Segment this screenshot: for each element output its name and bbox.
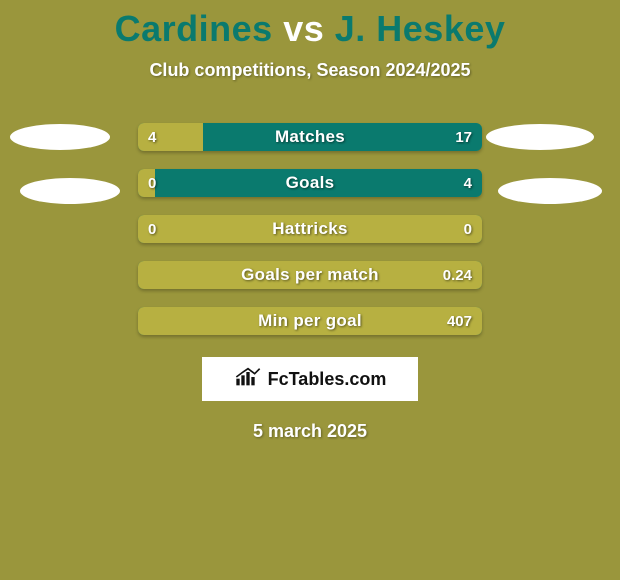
- decor-ellipse: [10, 124, 110, 150]
- stats-comparison-bars: Matches417Goals04Hattricks00Goals per ma…: [0, 123, 620, 335]
- stat-bar-label: Min per goal: [138, 307, 482, 335]
- stat-left-value: 4: [148, 123, 156, 151]
- stat-bar: Goals per match0.24: [138, 261, 482, 289]
- stat-right-value: 0.24: [443, 261, 472, 289]
- stat-right-value: 4: [464, 169, 472, 197]
- title-player2: J. Heskey: [335, 8, 506, 49]
- title-vs: vs: [283, 8, 324, 49]
- branding-badge: FcTables.com: [202, 357, 418, 401]
- stat-left-value: 0: [148, 169, 156, 197]
- stat-right-value: 0: [464, 215, 472, 243]
- stat-right-value: 17: [455, 123, 472, 151]
- stat-bar: Matches4 17: [138, 123, 482, 151]
- stat-bar-label: Goals per match: [138, 261, 482, 289]
- stat-bar-label: Hattricks: [138, 215, 482, 243]
- date-label: 5 march 2025: [0, 421, 620, 442]
- branding-text: FcTables.com: [268, 369, 387, 390]
- decor-ellipse: [486, 124, 594, 150]
- page-title: Cardines vs J. Heskey: [0, 0, 620, 50]
- stat-bar-label: Goals: [138, 169, 482, 197]
- decor-ellipse: [20, 178, 120, 204]
- subtitle: Club competitions, Season 2024/2025: [0, 60, 620, 81]
- decor-ellipse: [498, 178, 602, 204]
- stat-bar: Hattricks0 0: [138, 215, 482, 243]
- stat-bar: Min per goal407: [138, 307, 482, 335]
- stat-bar: Goals0 4: [138, 169, 482, 197]
- stat-left-value: 0: [148, 215, 156, 243]
- stat-bar-label: Matches: [138, 123, 482, 151]
- stat-right-value: 407: [447, 307, 472, 335]
- brand-chart-icon: [234, 367, 262, 392]
- title-player1: Cardines: [115, 8, 273, 49]
